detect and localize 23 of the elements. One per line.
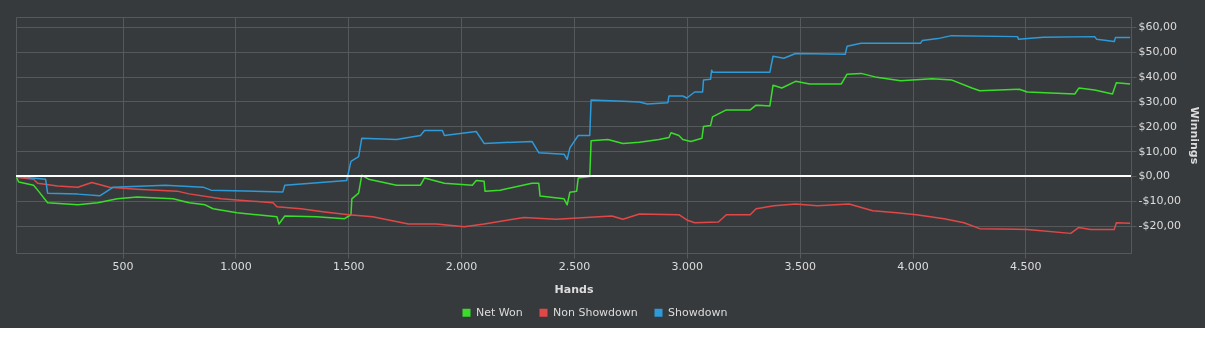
x-tick-label: 3.000: [671, 259, 704, 273]
y-tick-label: -$20,00: [1138, 219, 1181, 233]
x-tick-label: 2.500: [558, 259, 591, 273]
y-axis-title: Winnings: [1187, 106, 1201, 165]
x-axis-title: Hands: [554, 282, 594, 296]
y-tick-label: $30,00: [1138, 94, 1177, 108]
y-tick-label: $40,00: [1138, 70, 1177, 84]
y-tick-label: $10,00: [1138, 144, 1177, 158]
x-tick-label: 4.500: [1010, 259, 1042, 273]
x-tick-label: 1.500: [332, 259, 365, 273]
y-tick-label: $20,00: [1138, 119, 1177, 133]
x-tick-label: 4.000: [897, 259, 929, 273]
y-tick-label: $60,00: [1138, 20, 1177, 34]
legend-label: Showdown: [668, 305, 728, 319]
legend-label: Non Showdown: [553, 305, 638, 319]
x-tick-label: 1.000: [220, 259, 252, 273]
y-tick-label: $0,00: [1138, 169, 1170, 183]
x-tick-label: 2.000: [445, 259, 478, 273]
x-tick-label: 3.500: [784, 259, 816, 273]
y-tick-label: $50,00: [1138, 45, 1177, 59]
y-tick-label: -$10,00: [1138, 194, 1181, 208]
legend-label: Net Won: [476, 305, 523, 319]
x-tick-label: 500: [112, 259, 134, 273]
